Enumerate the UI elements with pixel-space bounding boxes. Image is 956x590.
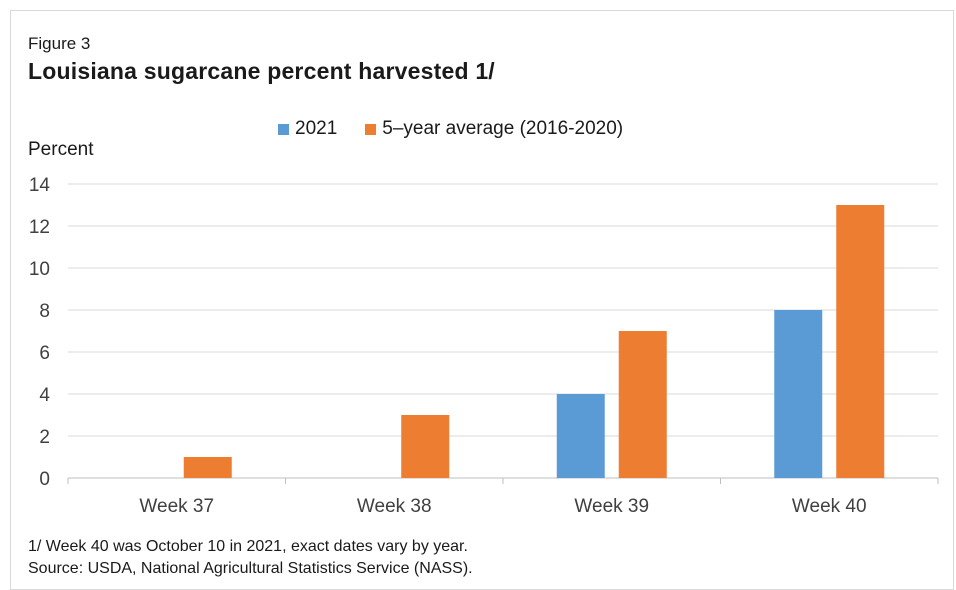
- y-tick-label-8: 8: [39, 301, 50, 322]
- footnote-source: Source: USDA, National Agricultural Stat…: [28, 560, 473, 577]
- footnote-week-40: 1/ Week 40 was October 10 in 2021, exact…: [28, 538, 468, 555]
- bar-5-year-average-2016-2020-week-37: [183, 457, 232, 478]
- bar-5-year-average-2016-2020-week-38: [401, 415, 450, 478]
- x-tick-label-week-37: Week 37: [139, 496, 214, 517]
- y-tick-label-4: 4: [39, 385, 50, 406]
- y-axis-label: Percent: [28, 139, 94, 160]
- y-tick-label-2: 2: [39, 427, 50, 448]
- x-tick-label-week-39: Week 39: [574, 496, 649, 517]
- bar-2021-week-40: [774, 310, 823, 478]
- y-tick-label-0: 0: [39, 469, 50, 490]
- legend-item-5-year-average: 5–year average (2016-2020): [365, 118, 623, 140]
- legend-swatch-2021: [278, 123, 289, 135]
- x-tick-label-week-40: Week 40: [792, 496, 867, 517]
- chart-title: Louisiana sugarcane percent harvested 1/: [28, 58, 495, 84]
- legend-swatch-5-year-average: [365, 123, 377, 135]
- y-tick-label-12: 12: [29, 217, 50, 238]
- bar-2021-week-39: [556, 394, 605, 478]
- legend-item-2021: 2021: [278, 118, 337, 140]
- legend-label-2021: 2021: [295, 118, 338, 139]
- bar-5-year-average-2016-2020-week-40: [836, 205, 885, 478]
- figure-label: Figure 3: [28, 34, 91, 53]
- legend-label-5-year-average: 5–year average (2016-2020): [382, 118, 624, 139]
- y-tick-label-14: 14: [29, 175, 51, 196]
- bar-5-year-average-2016-2020-week-39: [618, 331, 667, 478]
- legend: 2021 5–year average (2016-2020): [278, 118, 651, 140]
- y-tick-label-6: 6: [39, 343, 50, 364]
- y-tick-label-10: 10: [29, 259, 50, 280]
- x-tick-label-week-38: Week 38: [357, 496, 432, 517]
